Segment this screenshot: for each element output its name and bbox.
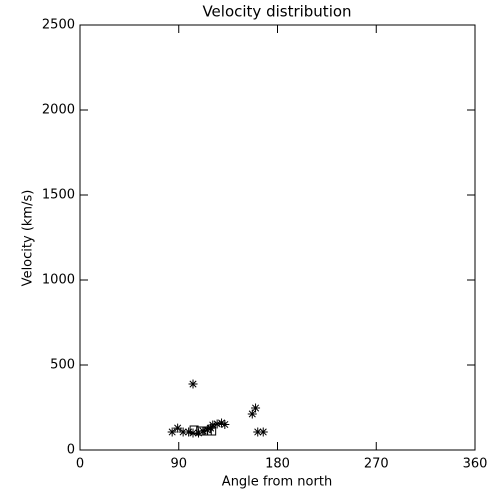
data-point [188, 379, 198, 389]
y-tick-label: 1500 [42, 188, 75, 203]
data-point [188, 428, 198, 438]
x-tick-label: 0 [76, 457, 84, 472]
y-axis-label: Velocity (km/s) [21, 190, 36, 287]
data-point [217, 418, 227, 428]
data-point [258, 427, 268, 437]
data-point [207, 426, 217, 436]
data-point [208, 420, 218, 430]
x-tick-label: 90 [170, 457, 187, 472]
data-point [178, 427, 188, 437]
data-point [184, 427, 194, 437]
y-tick-label: 500 [50, 358, 75, 373]
x-tick-label: 180 [265, 457, 290, 472]
x-tick-label: 360 [463, 457, 488, 472]
x-tick-label: 270 [364, 457, 389, 472]
data-point [167, 427, 177, 437]
x-axis-label: Angle from north [222, 475, 332, 490]
data-point [212, 419, 222, 429]
chart-title: Velocity distribution [202, 3, 351, 21]
data-point [220, 420, 230, 429]
y-tick-label: 1000 [42, 273, 75, 288]
data-point [173, 423, 183, 433]
data-point [253, 427, 263, 437]
y-tick-label: 0 [67, 443, 75, 458]
y-tick-label: 2000 [42, 103, 75, 118]
data-point [189, 425, 199, 435]
y-tick-label: 2500 [42, 18, 75, 33]
data-point [247, 409, 257, 419]
data-point [206, 423, 216, 433]
data-point [251, 403, 261, 413]
